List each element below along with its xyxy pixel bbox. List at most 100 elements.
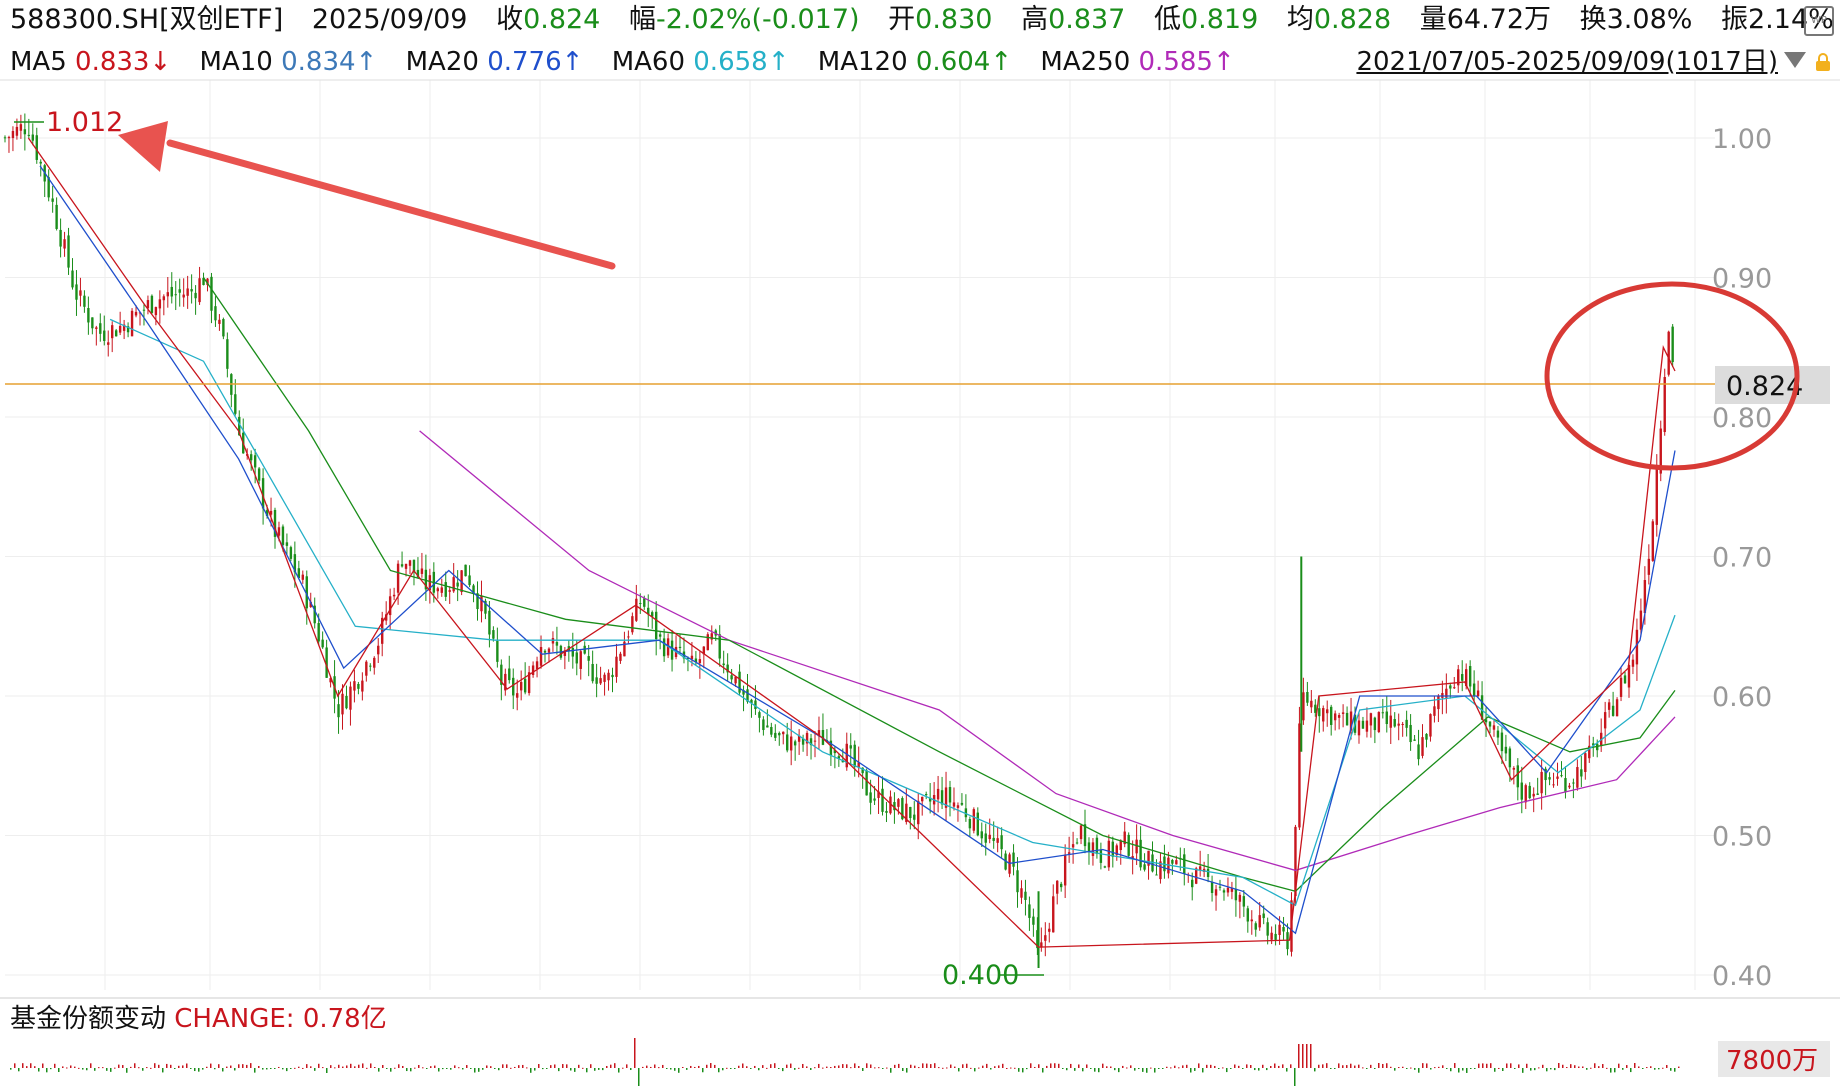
ma5-label: MA5	[10, 47, 67, 77]
fund-bar	[686, 1068, 688, 1070]
fund-bar	[722, 1068, 724, 1071]
fund-bar	[1078, 1064, 1080, 1068]
turnover-label: 换	[1579, 4, 1607, 35]
candle-body	[377, 645, 380, 655]
high-label: 高	[1021, 4, 1049, 35]
fund-bar	[1558, 1063, 1560, 1068]
fund-bar	[130, 1066, 132, 1068]
candle-body	[456, 582, 459, 587]
candle-body	[1603, 712, 1607, 729]
wp-icon[interactable]: WP	[1804, 6, 1834, 36]
fund-bar	[1290, 1064, 1292, 1068]
fund-bar	[1650, 1066, 1652, 1068]
candle-body	[404, 563, 408, 569]
date-range-selector[interactable]: 2021/07/05-2025/09/09(1017日)	[1356, 47, 1778, 77]
fund-bar	[266, 1068, 268, 1070]
fund-bar	[1578, 1066, 1580, 1068]
candle-body	[1143, 864, 1146, 870]
candle-body	[480, 595, 483, 612]
candle-body	[849, 745, 852, 749]
candle-body	[845, 743, 848, 768]
fund-bar	[1542, 1064, 1544, 1068]
fund-bar	[538, 1064, 540, 1068]
candle-body	[1576, 767, 1579, 788]
fund-bar	[418, 1064, 420, 1068]
fund-bar	[570, 1068, 572, 1071]
candle-body	[901, 798, 904, 820]
candle-body	[1421, 737, 1424, 756]
fund-bar	[1370, 1064, 1372, 1068]
candle-body	[23, 129, 27, 135]
candle-body	[309, 601, 312, 608]
candle-body	[531, 665, 535, 676]
fund-bar	[846, 1064, 848, 1068]
candle-body	[587, 656, 590, 661]
ma5-value: 0.833	[75, 47, 150, 77]
candle-body	[940, 790, 944, 805]
candle-body	[615, 656, 618, 677]
fund-bar	[1046, 1065, 1048, 1068]
fund-bar	[462, 1068, 464, 1070]
fund-bar	[146, 1067, 148, 1069]
candle-body	[1099, 849, 1103, 863]
candle-body	[444, 582, 447, 597]
candle-body	[1425, 733, 1428, 740]
fund-bar	[118, 1064, 120, 1068]
fund-bar	[402, 1065, 404, 1068]
candle-body	[1405, 719, 1408, 728]
fund-bar	[1658, 1068, 1660, 1070]
fund-bar	[370, 1063, 372, 1068]
fund-bar	[1606, 1067, 1608, 1069]
candle-body	[1278, 924, 1281, 936]
fund-bar	[1158, 1068, 1160, 1069]
ma250-label: MA250	[1040, 47, 1131, 77]
y-axis-labels: 1.000.900.800.700.600.500.40	[1712, 124, 1772, 992]
candle-body	[317, 623, 320, 642]
candle-body	[774, 732, 777, 738]
fund-bar	[1102, 1063, 1104, 1068]
fund-bar	[1082, 1068, 1084, 1072]
candle-body	[91, 317, 94, 329]
fund-bar	[882, 1068, 884, 1069]
fund-bar	[14, 1063, 16, 1068]
fund-bar	[658, 1067, 660, 1069]
avg-value: 0.828	[1313, 4, 1392, 35]
fund-bar	[1450, 1068, 1452, 1072]
fund-bar	[1302, 1044, 1304, 1068]
candle-body	[793, 741, 797, 746]
fund-bar	[910, 1064, 912, 1068]
amplitude-value: 2.14%	[1748, 4, 1834, 35]
fund-bar	[1294, 1068, 1296, 1086]
fund-bar	[602, 1068, 604, 1071]
fund-bar	[1234, 1064, 1236, 1068]
candle-body	[1111, 841, 1115, 857]
chevron-down-icon[interactable]	[1784, 52, 1806, 68]
candle-body	[198, 278, 201, 303]
fund-bar	[858, 1066, 860, 1068]
fund-bar	[58, 1068, 60, 1073]
fund-bar	[1066, 1068, 1068, 1071]
lock-icon[interactable]	[1814, 52, 1832, 72]
fund-bar	[566, 1064, 568, 1068]
candle-body	[412, 559, 416, 573]
candle-body	[1643, 580, 1647, 614]
fund-bar	[206, 1066, 208, 1068]
candle-body	[1532, 793, 1535, 797]
candle-body	[1623, 675, 1627, 684]
fund-bar	[1522, 1068, 1524, 1073]
fund-bar	[1418, 1068, 1420, 1073]
close-value: 0.824	[523, 4, 601, 35]
fund-bar	[106, 1068, 108, 1071]
candle-body	[1071, 844, 1075, 848]
fund-bar	[1162, 1068, 1164, 1069]
candle-body	[1540, 771, 1543, 794]
fund-bar	[742, 1063, 744, 1068]
candle-body	[321, 639, 324, 648]
candle-body	[361, 680, 364, 692]
candle-body	[1131, 856, 1134, 859]
fund-bar	[1574, 1065, 1576, 1068]
fund-bar	[1218, 1068, 1220, 1069]
fund-bar	[1350, 1063, 1352, 1068]
candle-body	[905, 803, 908, 823]
